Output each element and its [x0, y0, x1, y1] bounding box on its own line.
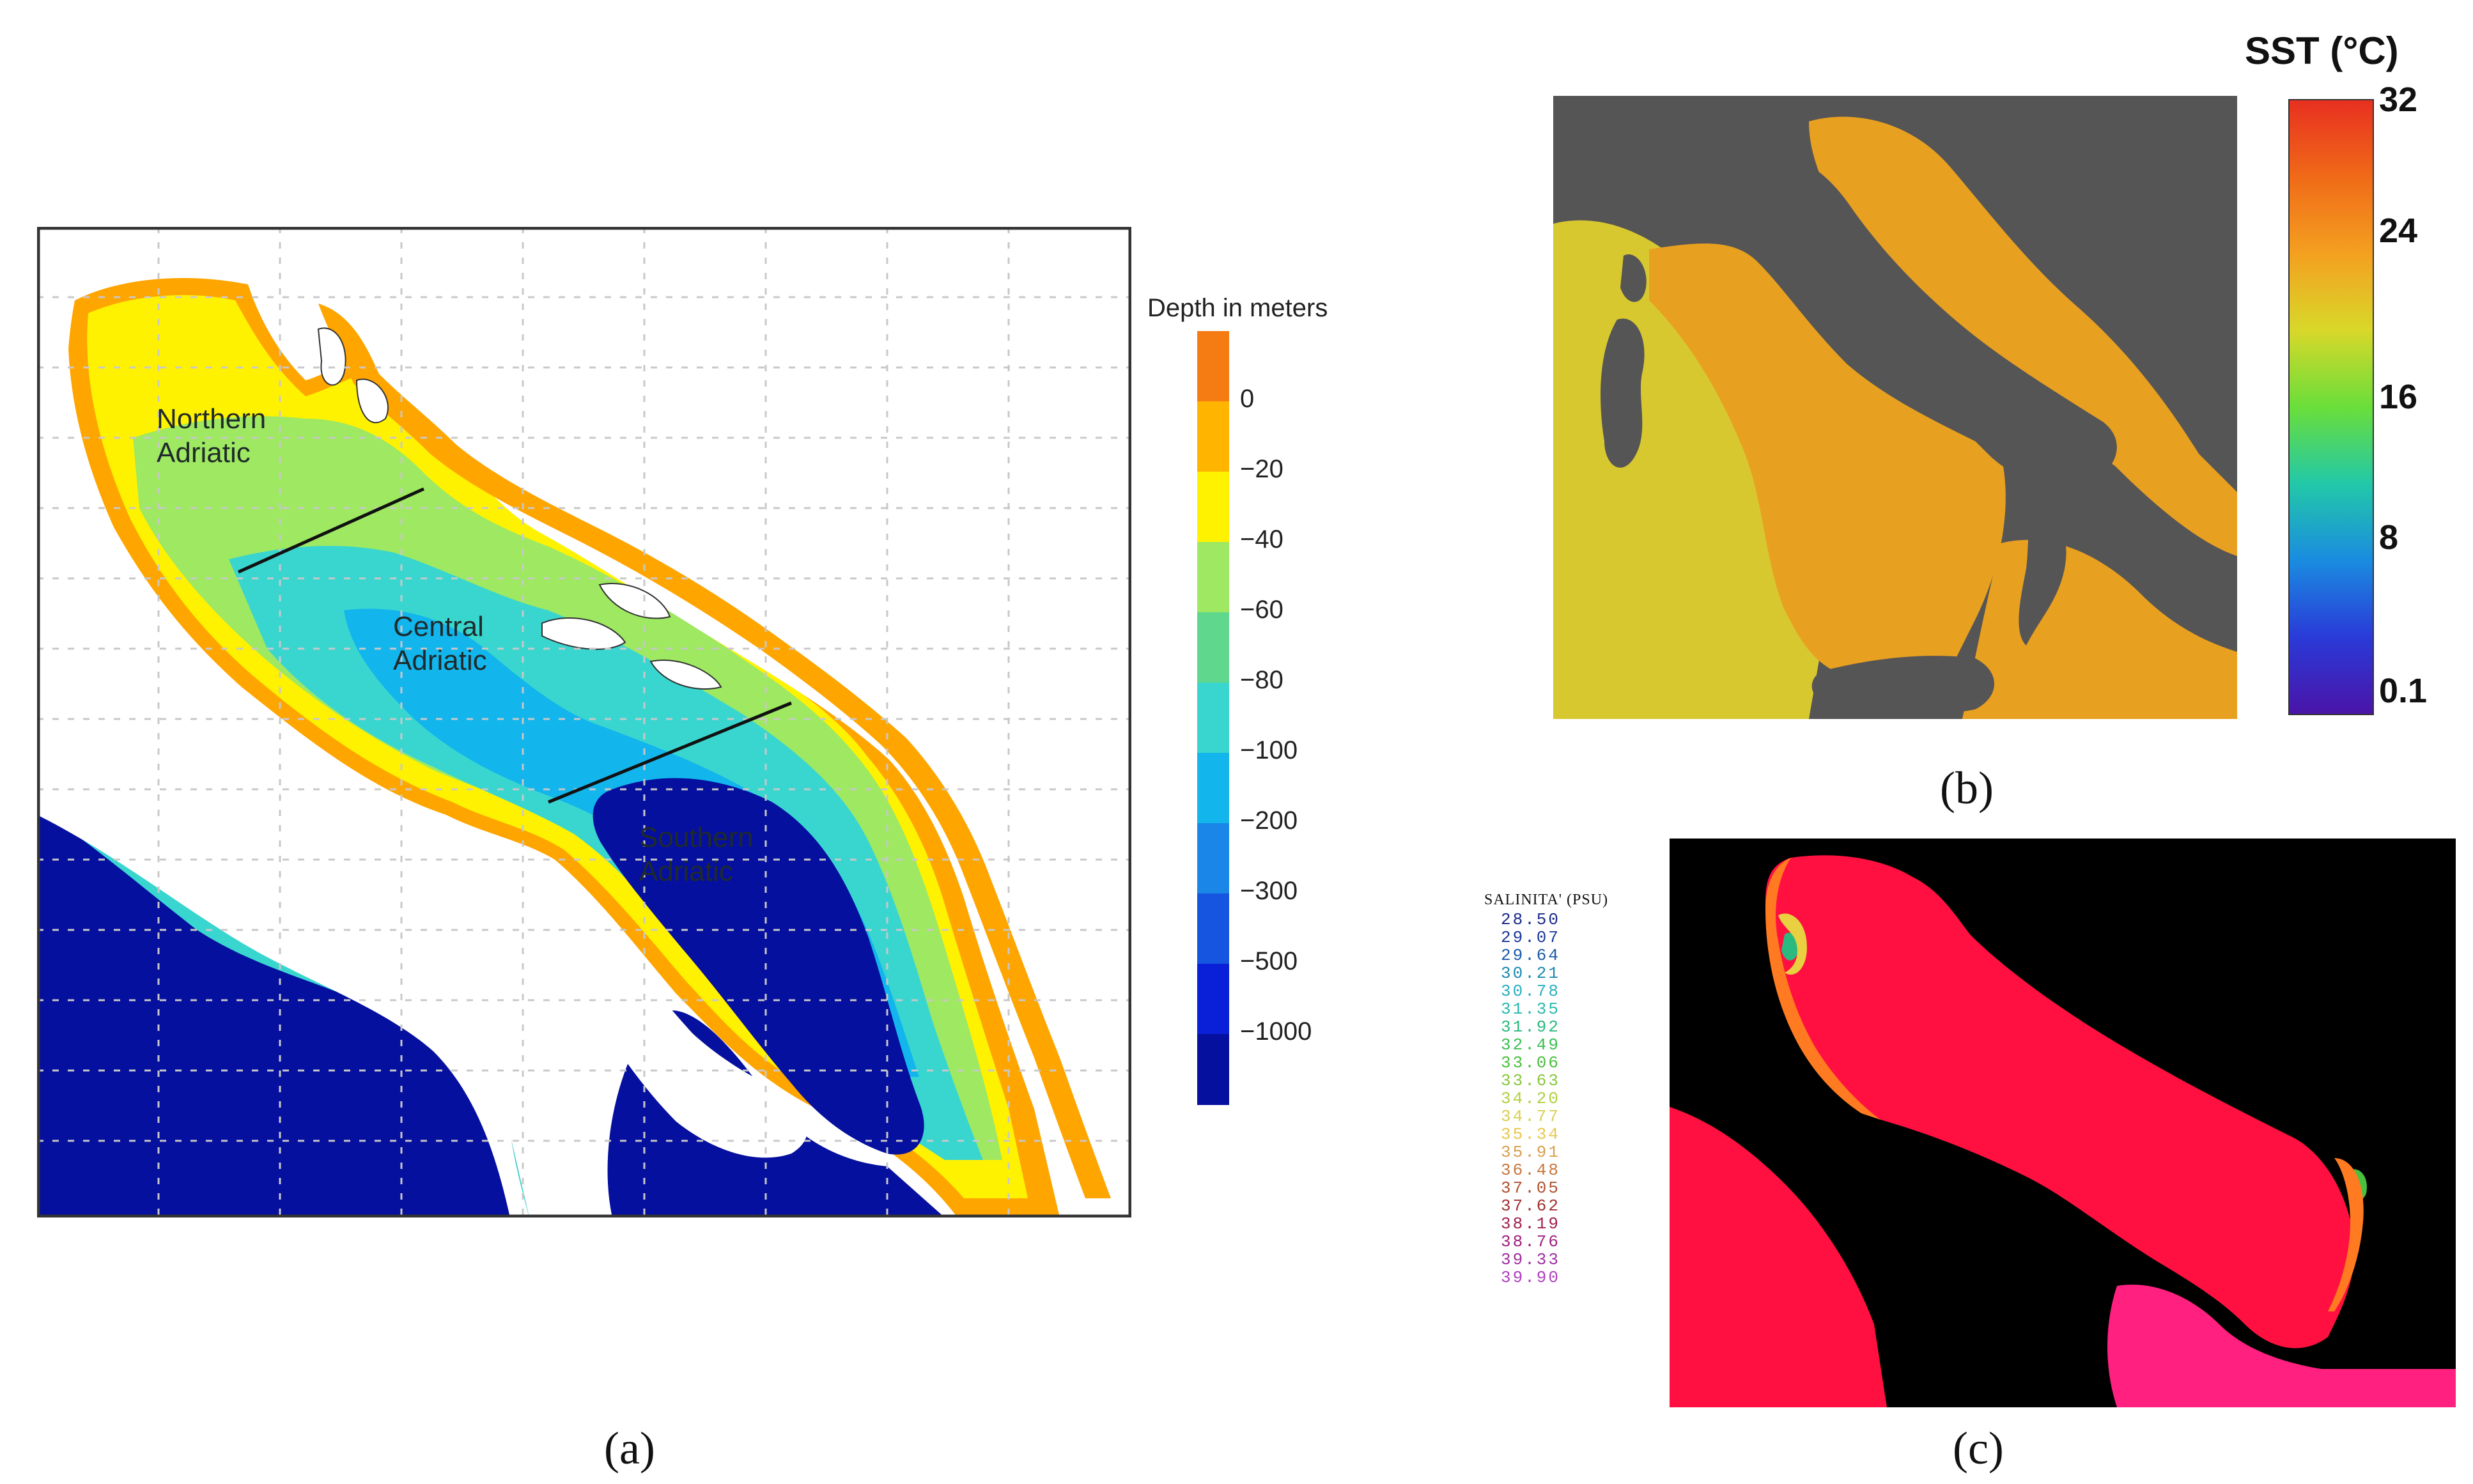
- region-label-northern: Northern Adriatic: [157, 403, 267, 468]
- sst-colorbar-title: SST (°C): [2245, 29, 2399, 72]
- sst-tick-label: 0.1: [2379, 672, 2428, 710]
- sst-italy: [1758, 156, 2117, 484]
- islands-north: [317, 327, 389, 424]
- salinity-value: 35.91: [1501, 1143, 1561, 1162]
- salinity-value: 39.33: [1501, 1250, 1561, 1269]
- salinity-value: 31.92: [1501, 1017, 1561, 1037]
- map-gridlines: [37, 227, 1131, 1217]
- sst-sicily: [1811, 656, 1994, 717]
- salinity-south: [2107, 1285, 2456, 1407]
- panel-a-map: [36, 226, 1132, 1218]
- sst-colorbar-ticks: 32 24 16 8 0.1: [2379, 81, 2456, 716]
- salinity-value: 30.21: [1501, 964, 1561, 983]
- salinity-value: 34.77: [1501, 1107, 1561, 1126]
- depth-legend-label: −200: [1240, 807, 1298, 835]
- central-southern-divider: [548, 701, 792, 804]
- depth-legend-label: −500: [1240, 947, 1298, 975]
- panel-c-map: [1670, 839, 2456, 1407]
- depth-legend-label: −300: [1240, 877, 1298, 905]
- salinity-value: 30.78: [1501, 982, 1561, 1001]
- caption-c: (c): [1953, 1423, 2004, 1474]
- sst-adriatic: [1809, 116, 2237, 556]
- depth-colorbar-segment: [1197, 893, 1229, 964]
- sst-sardinia: [1601, 318, 1645, 468]
- depth-legend-labels: 0 −20 −40 −60 −80 −100 −200 −300 −500 −1000: [1234, 331, 1374, 1104]
- sst-calabria: [2019, 492, 2066, 645]
- tyrrhenian-shelf: [37, 789, 529, 1217]
- depth-colorbar-segment: [1197, 612, 1229, 683]
- depth-colorbar-segment: [1197, 1034, 1229, 1105]
- salinity-value: 34.20: [1501, 1089, 1561, 1108]
- region-label-southern: Southern Adriatic: [639, 822, 754, 887]
- salinity-adriatic: [1765, 855, 2355, 1349]
- salinity-value: 37.62: [1501, 1196, 1561, 1216]
- puglia-heel: [557, 879, 808, 1158]
- depth-legend-label: −20: [1240, 455, 1283, 483]
- sst-puglia: [2090, 479, 2189, 607]
- salinity-value: 39.90: [1501, 1268, 1561, 1287]
- salinity-west-gradient: [1765, 858, 1880, 1120]
- salinity-value: 29.64: [1501, 946, 1561, 965]
- bathymetry-map: [36, 226, 1132, 1218]
- depth-legend-label: −100: [1240, 736, 1298, 764]
- depth-legend-label: −80: [1240, 666, 1283, 694]
- depth-colorbar-segment: [1197, 542, 1229, 613]
- salinity-value: 28.50: [1501, 910, 1561, 929]
- salinity-legend-title: SALINITA' (PSU): [1484, 892, 1609, 908]
- salinity-value: 32.49: [1501, 1035, 1561, 1055]
- depth-colorbar-segment: [1197, 401, 1229, 472]
- south-adriatic-pit: [593, 778, 924, 1155]
- salinity-legend-values: 28.50 29.07 29.64 30.21 30.78 31.35 31.92 32.49…: [1501, 911, 1603, 1287]
- panel-b-map: [1553, 96, 2237, 719]
- sst-tick-label: 8: [2379, 518, 2399, 557]
- salinity-value: 38.76: [1501, 1232, 1561, 1251]
- depth-legend-label: 0: [1240, 385, 1255, 413]
- depth-legend-label: −60: [1240, 596, 1283, 624]
- depth-colorbar-segment: [1197, 331, 1229, 402]
- depth-legend-label: −40: [1240, 525, 1283, 553]
- salinity-value: 36.48: [1501, 1161, 1561, 1180]
- map-frame: [36, 226, 1132, 1218]
- salinity-value: 29.07: [1501, 928, 1561, 947]
- balkan-coast-fringe: [318, 304, 1111, 1198]
- salinity-value: 38.19: [1501, 1214, 1561, 1233]
- depth-colorbar-segment: [1197, 683, 1229, 754]
- balkan-land: [306, 227, 1131, 1217]
- depth-legend-label: −1000: [1240, 1017, 1312, 1046]
- salinity-value: 33.06: [1501, 1053, 1561, 1072]
- depth-colorbar-segment: [1197, 964, 1229, 1035]
- caption-b: (b): [1940, 762, 1994, 814]
- depth-colorbar-segment: [1197, 472, 1229, 543]
- salinity-value: 35.34: [1501, 1125, 1561, 1144]
- region-label-central: Central Adriatic: [393, 611, 487, 676]
- sst-tick-label: 16: [2379, 378, 2418, 416]
- depth-colorbar-segment: [1197, 753, 1229, 824]
- salinity-east-gradient: [2328, 1158, 2364, 1311]
- sst-tick-label: 32: [2379, 81, 2418, 119]
- salinity-value: 31.35: [1501, 1000, 1561, 1019]
- sst-corsica: [1620, 254, 1647, 302]
- salinity-value: 37.05: [1501, 1179, 1561, 1198]
- caption-a: (a): [604, 1423, 655, 1474]
- depth-colorbar: [1197, 331, 1229, 1105]
- salinity-map: [1670, 839, 2456, 1407]
- sst-map: [1553, 96, 2237, 719]
- salinity-value: 33.63: [1501, 1071, 1561, 1090]
- depth-legend-title: Depth in meters: [1147, 294, 1328, 322]
- north-central-divider: [237, 487, 425, 574]
- salinity-tyrrhenian: [1670, 1107, 1887, 1407]
- islands-central: [541, 583, 722, 690]
- salinity-west-yellow: [1778, 913, 1807, 975]
- sst-tyrrhenian: [1649, 243, 2006, 686]
- salinity-west-fresh: [1781, 932, 1799, 961]
- sst-colorbar: [2288, 99, 2374, 715]
- depth-colorbar-segment: [1197, 823, 1229, 894]
- sst-tick-label: 24: [2379, 212, 2418, 250]
